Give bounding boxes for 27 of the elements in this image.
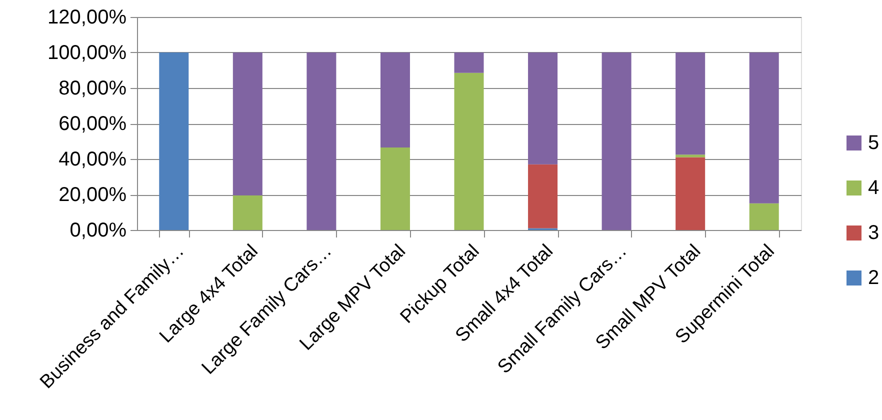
bar [676, 154, 706, 158]
bar [528, 52, 558, 164]
bar [749, 203, 779, 230]
y-tick-label: 100,00% [48, 42, 127, 64]
bar [159, 52, 189, 230]
bar [749, 52, 779, 204]
bar [528, 164, 558, 228]
legend-label: 2 [868, 267, 880, 289]
legend-label: 4 [868, 177, 880, 199]
bar [232, 52, 262, 196]
y-tick-label: 40,00% [58, 148, 127, 170]
bar [676, 52, 706, 155]
legend-label: 5 [868, 132, 880, 154]
bar [380, 52, 410, 148]
legend-label: 3 [868, 222, 880, 244]
bar [454, 52, 484, 73]
bar [232, 195, 262, 230]
bar [676, 157, 706, 230]
bar [380, 147, 410, 230]
y-tick-label: 60,00% [58, 113, 127, 135]
y-tick-label: 0,00% [70, 220, 127, 242]
y-tick-label: 120,00% [48, 6, 127, 28]
y-tick-label: 80,00% [58, 78, 127, 100]
bar [306, 52, 336, 230]
y-tick-label: 20,00% [58, 184, 127, 206]
bar [602, 52, 632, 230]
bar [454, 72, 484, 230]
